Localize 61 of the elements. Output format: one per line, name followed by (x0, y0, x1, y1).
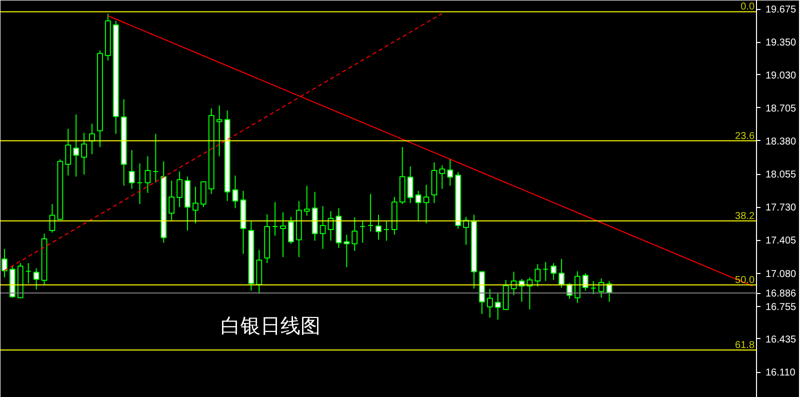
candlestick (376, 214, 382, 240)
y-tick-label: 16.755 (766, 302, 797, 313)
candlestick (200, 181, 206, 208)
candlestick (344, 234, 350, 268)
candlestick (423, 184, 430, 224)
candlestick (152, 133, 159, 184)
candlestick (25, 262, 32, 284)
candlestick (407, 166, 414, 204)
candlestick (542, 262, 549, 282)
candlestick (502, 279, 509, 310)
y-tick-label: 16.886 (766, 288, 797, 300)
candlestick (288, 216, 294, 244)
candlestick (33, 268, 40, 290)
annotation: 白银日线图 (220, 316, 320, 338)
candlestick (494, 293, 501, 320)
candlestick (216, 104, 222, 157)
candlestick (590, 280, 596, 295)
candlestick (598, 278, 604, 298)
y-tick-label: 17.080 (766, 268, 797, 280)
candlestick (582, 272, 588, 292)
y-tick-label: 18.055 (766, 170, 797, 181)
annotation: 38.2 (735, 210, 755, 222)
candlestick (232, 175, 238, 209)
annotation: 61.8 (735, 340, 755, 351)
candlestick (534, 264, 541, 288)
candlestick (352, 216, 358, 252)
candlestick (439, 164, 446, 190)
annotation: 0.0 (740, 2, 755, 13)
y-tick-label: 19.350 (766, 38, 797, 49)
candlestick (128, 150, 135, 190)
candlestick (415, 190, 422, 222)
candlestick (168, 180, 175, 221)
y-tick-label: 16.110 (766, 368, 796, 379)
y-tick-label: 16.435 (766, 334, 797, 346)
candlestick (368, 193, 374, 232)
y-tick-label: 17.730 (766, 202, 797, 214)
y-tick-label: 17.405 (766, 236, 797, 247)
candlestick (176, 171, 183, 208)
candlestick (192, 186, 198, 224)
candlestick (81, 132, 88, 176)
candlestick (320, 206, 326, 250)
candlestick (574, 270, 580, 304)
candlestick (272, 202, 278, 236)
candlestick (486, 288, 493, 318)
candlestick (2, 248, 8, 278)
candlestick (65, 128, 72, 176)
candlestick (304, 185, 310, 216)
y-tick-label: 19.030 (766, 70, 797, 82)
candlestick (360, 220, 366, 244)
candlestick (447, 158, 454, 186)
candlestick (73, 114, 80, 178)
candlestick (136, 162, 143, 205)
y-tick-label: 18.705 (766, 103, 797, 114)
y-tick-label: 19.675 (766, 4, 797, 16)
candlestick (144, 156, 151, 194)
y-tick-label: 18.380 (766, 136, 797, 148)
candlestick (550, 262, 557, 280)
candlestick (558, 258, 564, 288)
annotation: 23.6 (735, 130, 755, 142)
candlestick (280, 212, 286, 258)
candlestick (383, 220, 390, 242)
